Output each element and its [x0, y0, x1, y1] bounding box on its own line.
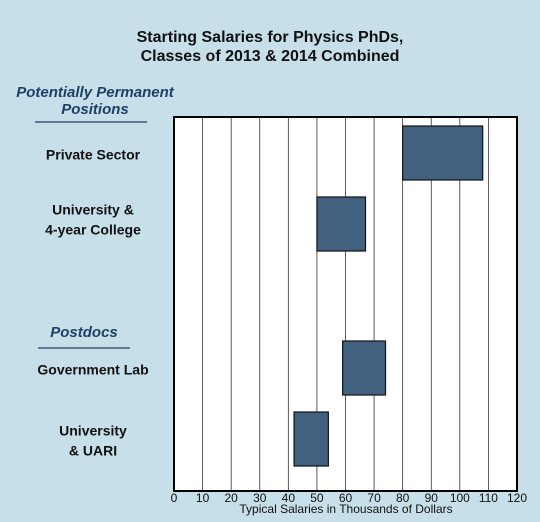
group-label: Postdocs: [50, 324, 118, 341]
x-tick-label: 40: [282, 491, 296, 505]
category-label: University &: [52, 202, 134, 218]
x-tick-label: 50: [310, 491, 324, 505]
bar: [316, 196, 367, 252]
x-tick-label: 90: [425, 491, 439, 505]
category-label: Government Lab: [37, 362, 148, 378]
category-label: & UARI: [69, 443, 117, 459]
group-label: Potentially Permanent: [16, 84, 175, 101]
chart-title: Classes of 2013 & 2014 Combined: [141, 48, 400, 65]
x-tick-label: 80: [396, 491, 410, 505]
x-tick-label: 0: [171, 491, 178, 505]
x-tick-label: 30: [253, 491, 267, 505]
x-axis-label: Typical Salaries in Thousands of Dollars: [239, 502, 452, 516]
x-tick-label: 20: [224, 491, 238, 505]
x-tick-label: 100: [450, 491, 470, 505]
category-label: Private Sector: [46, 147, 141, 163]
x-tick-label: 120: [507, 491, 527, 505]
x-tick-label: 70: [367, 491, 381, 505]
x-tick-label: 60: [339, 491, 353, 505]
category-label: University: [59, 423, 127, 439]
bar: [402, 125, 484, 181]
category-label: 4-year College: [45, 222, 141, 238]
x-tick-label: 110: [479, 491, 498, 505]
bar: [342, 340, 387, 396]
chart-title: Starting Salaries for Physics PhDs,: [137, 29, 404, 46]
bar: [293, 411, 329, 467]
group-label: Positions: [61, 101, 129, 118]
x-tick-label: 10: [196, 491, 210, 505]
plot-border: [173, 116, 518, 492]
